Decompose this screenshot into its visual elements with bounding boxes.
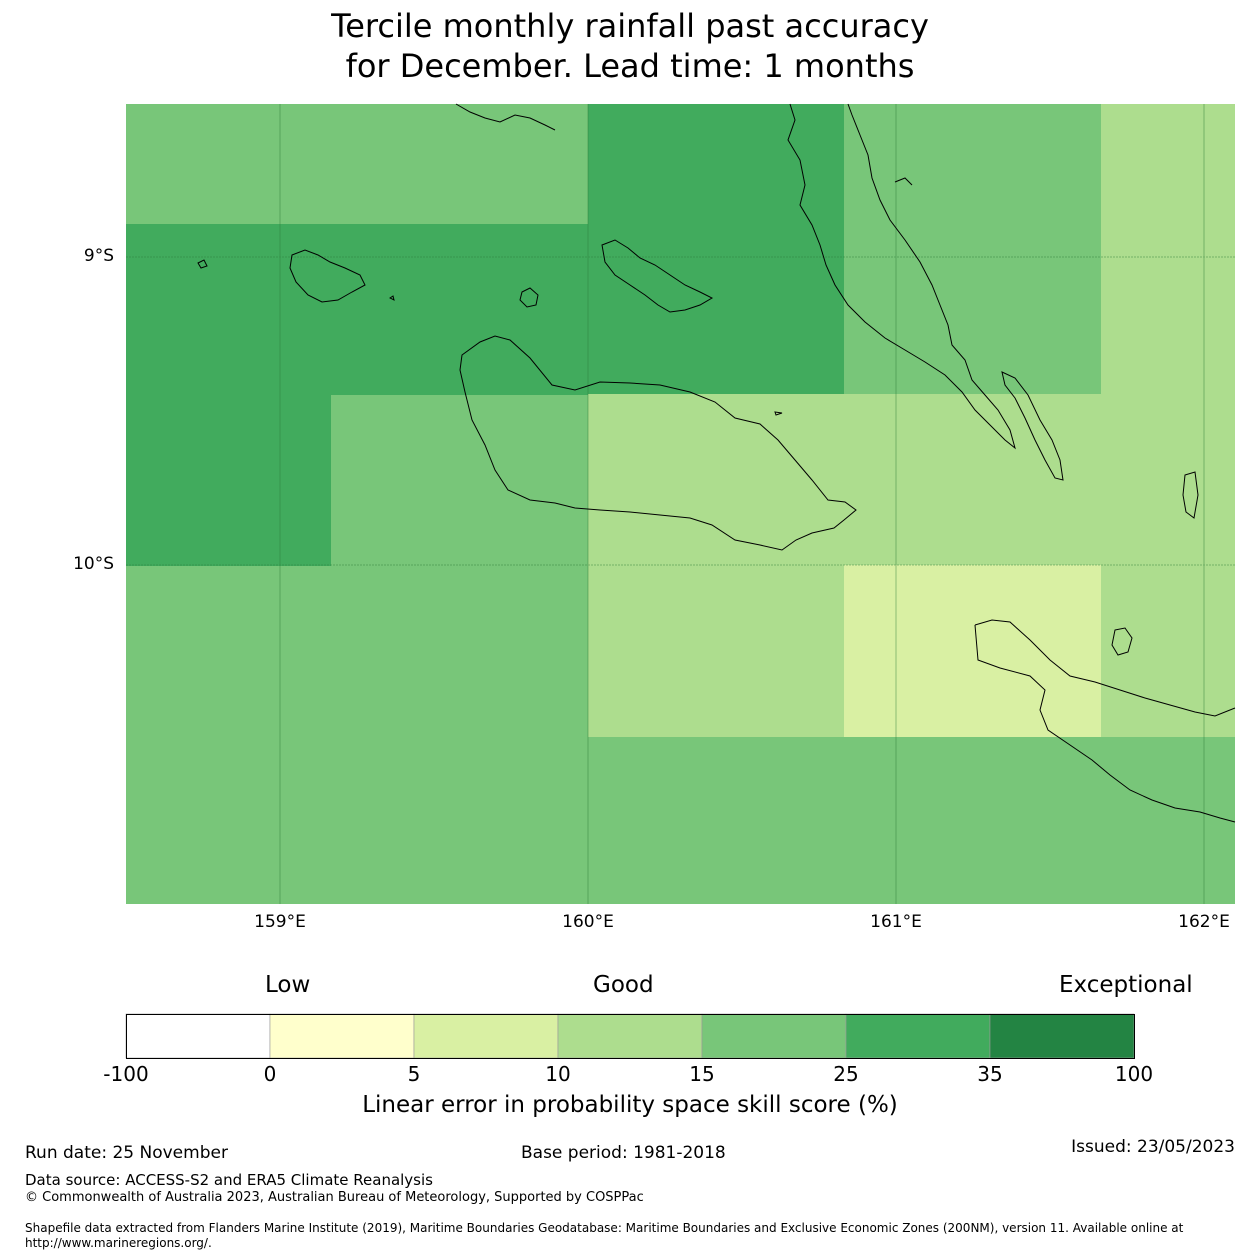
lon-label-162e: 162°E (1178, 912, 1230, 932)
skill-cell (1101, 104, 1235, 395)
category-good: Good (593, 972, 654, 998)
run-date: Run date: 25 November (25, 1143, 228, 1163)
colorbar-title: Linear error in probability space skill … (362, 1092, 898, 1118)
lon-label-161e: 161°E (870, 912, 922, 932)
colorbar-tick: 0 (263, 1062, 277, 1086)
colorbar-tick: 25 (833, 1062, 859, 1086)
data-source: Data source: ACCESS-S2 and ERA5 Climate … (25, 1171, 433, 1189)
lon-label-160e: 160°E (562, 912, 614, 932)
lon-label-159e: 159°E (254, 912, 306, 932)
skill-cell (588, 394, 1235, 566)
chart-title: Tercile monthly rainfall past accuracy f… (0, 6, 1260, 86)
skill-cell (588, 565, 844, 737)
colorbar-swatch (557, 1013, 703, 1059)
base-period: Base period: 1981-2018 (521, 1143, 726, 1163)
skill-cell (844, 565, 1101, 737)
colorbar-tick: 35 (977, 1062, 1003, 1086)
coastlines (197, 103, 1236, 823)
shapefile-credit-line1: Shapefile data extracted from Flanders M… (25, 1221, 1184, 1235)
issued-date: Issued: 23/05/2023 (1071, 1137, 1235, 1157)
skill-cell (126, 224, 844, 395)
colorbar-tick: -100 (103, 1062, 149, 1086)
copyright: © Commonwealth of Australia 2023, Austra… (25, 1190, 644, 1205)
colorbar-outline (126, 1014, 1135, 1059)
colorbar-tick: 5 (407, 1062, 421, 1086)
title-line-2: for December. Lead time: 1 months (345, 47, 915, 85)
skill-cell (126, 394, 331, 566)
skill-cell (1101, 565, 1235, 737)
colorbar-tick: 10 (545, 1062, 571, 1086)
category-exceptional: Exceptional (1059, 972, 1193, 998)
colorbar-swatch (989, 1013, 1135, 1059)
lat-label-10s: 10°S (73, 554, 114, 574)
colorbar-swatch (125, 1013, 271, 1059)
lat-label-9s: 9°S (83, 246, 114, 266)
colorbar-swatch (701, 1013, 847, 1059)
gridlines (126, 104, 1235, 904)
colorbar-swatch (269, 1013, 415, 1059)
title-line-1: Tercile monthly rainfall past accuracy (331, 7, 929, 45)
colorbar-tick: 100 (1114, 1062, 1154, 1086)
colorbar-tick: 15 (689, 1062, 715, 1086)
colorbar-swatch (845, 1013, 991, 1059)
category-low: Low (265, 972, 311, 998)
shapefile-credit-line2: http://www.marineregions.org/. (25, 1236, 212, 1250)
colorbar-swatch (413, 1013, 559, 1059)
